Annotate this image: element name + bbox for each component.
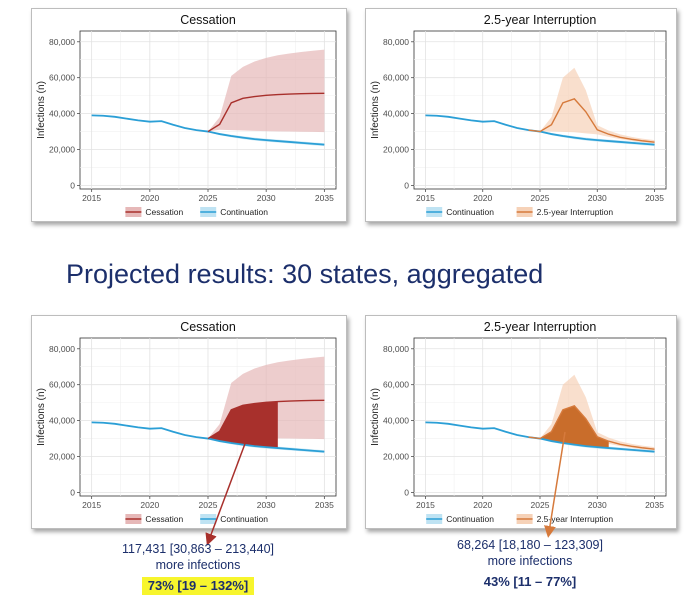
y-tick-label: 80,000: [383, 37, 409, 47]
y-axis-label: Infections (n): [36, 81, 47, 139]
cessation-annotation: 117,431 [30,863 – 213,440] more infectio…: [98, 541, 298, 595]
y-tick-label: 60,000: [383, 380, 409, 390]
x-tick-label: 2035: [645, 193, 664, 203]
y-tick-label: 0: [404, 180, 409, 190]
chart-interruption-bottom: 2.5-year Interruption 0 20,000 40,000 60,000…: [370, 320, 667, 524]
chart-panel-cessation-bottom: Cessation 0 20,000 40,000 60,000 80,000 2015 20…: [31, 315, 347, 529]
x-tick-label: 2030: [257, 500, 276, 510]
y-tick-label: 40,000: [383, 416, 409, 426]
y-tick-label: 40,000: [49, 416, 75, 426]
y-tick-label: 0: [70, 487, 75, 497]
chart-cessation-bottom: Cessation 0 20,000 40,000 60,000 80,000 2015 20…: [36, 320, 337, 524]
legend-label: 2.5-year Interruption: [537, 207, 614, 217]
chart-title: Cessation: [180, 320, 236, 334]
x-tick-label: 2030: [588, 193, 607, 203]
legend-label: Cessation: [145, 207, 183, 217]
x-tick-label: 2020: [473, 193, 492, 203]
chart-title: 2.5-year Interruption: [484, 320, 597, 334]
y-tick-label: 20,000: [383, 145, 409, 155]
y-tick-label: 40,000: [383, 109, 409, 119]
y-axis-label: Infections (n): [370, 81, 381, 139]
y-tick-label: 0: [404, 487, 409, 497]
series-line: [528, 98, 655, 143]
series-line: [207, 399, 325, 440]
series-line: [207, 92, 325, 133]
cessation-percent-badge: 73% [19 – 132%]: [141, 577, 255, 595]
x-tick-label: 2020: [473, 500, 492, 510]
chart-interruption-top: 2.5-year Interruption 0 20,000 40,000 60,000…: [370, 13, 667, 217]
x-tick-label: 2025: [199, 500, 218, 510]
x-tick-label: 2035: [315, 193, 334, 203]
x-tick-label: 2015: [82, 500, 101, 510]
x-tick-label: 2030: [588, 500, 607, 510]
x-tick-label: 2020: [140, 193, 159, 203]
x-tick-label: 2020: [140, 500, 159, 510]
x-tick-label: 2035: [645, 500, 664, 510]
legend-label: 2.5-year Interruption: [537, 514, 614, 524]
y-tick-label: 80,000: [49, 37, 75, 47]
y-tick-label: 20,000: [49, 452, 75, 462]
x-tick-label: 2015: [416, 500, 435, 510]
interruption-range: 68,264 [18,180 – 123,309]: [457, 538, 603, 552]
y-tick-label: 80,000: [49, 344, 75, 354]
y-axis-label: Infections (n): [370, 388, 381, 446]
legend-label: Continuation: [446, 207, 494, 217]
confidence-band: [208, 49, 325, 133]
chart-panel-interruption-top: 2.5-year Interruption 0 20,000 40,000 60,000…: [365, 8, 677, 222]
y-tick-label: 60,000: [49, 380, 75, 390]
y-tick-label: 60,000: [49, 73, 75, 83]
y-tick-label: 0: [70, 180, 75, 190]
legend-label: Continuation: [220, 207, 268, 217]
cessation-more-infections: more infections: [155, 558, 241, 572]
chart-title: Cessation: [180, 13, 236, 27]
y-tick-label: 20,000: [383, 452, 409, 462]
interruption-more-infections: more infections: [487, 554, 573, 568]
legend-label: Continuation: [220, 514, 268, 524]
chart-panel-interruption-bottom: 2.5-year Interruption 0 20,000 40,000 60,000…: [365, 315, 677, 529]
confidence-band: [528, 67, 655, 144]
x-tick-label: 2015: [416, 193, 435, 203]
x-tick-label: 2025: [531, 500, 550, 510]
x-tick-label: 2035: [315, 500, 334, 510]
y-tick-label: 80,000: [383, 344, 409, 354]
y-tick-label: 40,000: [49, 109, 75, 119]
legend-label: Continuation: [446, 514, 494, 524]
cessation-range: 117,431 [30,863 – 213,440]: [122, 542, 274, 556]
x-tick-label: 2025: [199, 193, 218, 203]
y-axis-label: Infections (n): [36, 388, 47, 446]
legend-label: Cessation: [145, 514, 183, 524]
x-tick-label: 2025: [531, 193, 550, 203]
page-headline: Projected results: 30 states, aggregated: [66, 259, 544, 289]
interruption-percent-badge: 43% [11 – 77%]: [483, 574, 577, 589]
y-tick-label: 60,000: [383, 73, 409, 83]
x-tick-label: 2030: [257, 193, 276, 203]
chart-panel-cessation-top: Cessation 0 20,000 40,000 60,000 80,000 2015 20…: [31, 8, 347, 222]
y-tick-label: 20,000: [49, 145, 75, 155]
x-tick-label: 2015: [82, 193, 101, 203]
chart-title: 2.5-year Interruption: [484, 13, 597, 27]
chart-cessation-top: Cessation 0 20,000 40,000 60,000 80,000 2015 20…: [36, 13, 337, 217]
interruption-annotation: 68,264 [18,180 – 123,309] more infection…: [430, 537, 630, 591]
